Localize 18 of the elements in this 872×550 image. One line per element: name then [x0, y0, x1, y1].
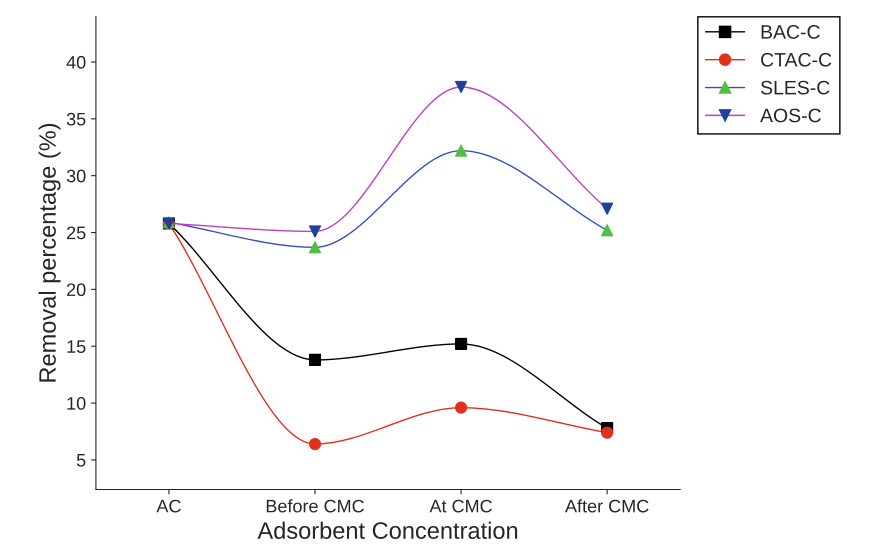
- legend-label: SLES-C: [760, 80, 830, 95]
- x-tick-label: AC: [156, 500, 181, 512]
- legend-label: AOS-C: [760, 108, 821, 122]
- y-tick-label: 20: [67, 283, 86, 296]
- y-tick-label: 5: [76, 454, 86, 467]
- x-tick-label: At CMC: [430, 500, 492, 512]
- y-tick-label: 30: [66, 170, 86, 182]
- legend-label: CTAC-C: [761, 52, 832, 67]
- y-tick-label: 35: [66, 112, 86, 126]
- x-tick-label: Before CMC: [266, 499, 364, 512]
- x-axis-title: Adsorbent Concentration: [258, 522, 518, 539]
- legend-label: BAC-C: [762, 25, 820, 39]
- y-tick-label: 15: [67, 340, 86, 353]
- y-tick-label: 10: [67, 397, 86, 410]
- y-tick-label: 25: [67, 226, 86, 240]
- y-tick-label: 40: [66, 56, 86, 69]
- y-axis-title: Removal percentage (%): [38, 124, 61, 382]
- x-tick-label: After CMC: [565, 499, 649, 512]
